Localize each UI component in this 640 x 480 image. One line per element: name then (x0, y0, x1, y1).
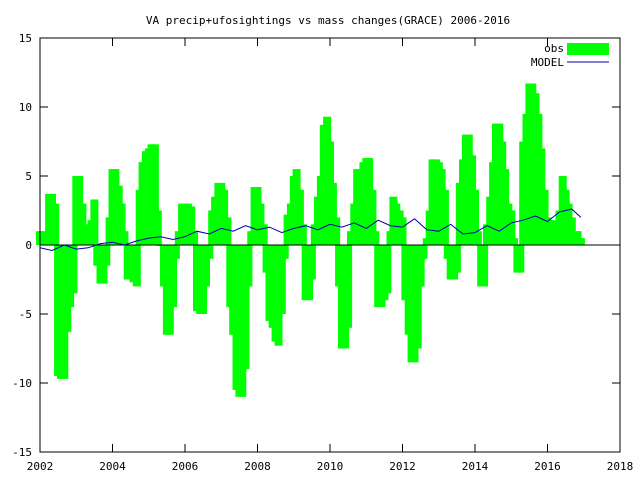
obs-bar (328, 182, 337, 245)
obs-bar (51, 203, 60, 245)
x-tick-label: 2002 (27, 460, 54, 473)
legend-obs-label: obs (544, 42, 564, 55)
obs-bar (132, 245, 141, 287)
obs-bar (413, 245, 422, 349)
obs-bar (259, 224, 268, 245)
obs-bar (90, 199, 99, 245)
x-tick-label: 2014 (462, 460, 489, 473)
model-line (39, 208, 582, 252)
y-tick-label: 5 (25, 170, 32, 183)
obs-bar (344, 245, 353, 328)
obs-bar (295, 189, 304, 245)
obs-bar (241, 245, 250, 370)
x-tick-label: 2006 (172, 460, 199, 473)
y-tick-label: -10 (12, 377, 32, 390)
obs-bar (416, 245, 425, 287)
obs-bar (332, 217, 341, 245)
obs-bar (383, 245, 392, 294)
y-tick-label: 0 (25, 239, 32, 252)
obs-bar (440, 189, 449, 245)
x-tick-label: 2012 (389, 460, 416, 473)
obs-bar (120, 231, 129, 245)
obs-bar (419, 245, 428, 259)
obs-bar (277, 245, 286, 314)
obs-bar (307, 245, 316, 280)
obs-bar (507, 210, 516, 245)
obs-bar (202, 245, 210, 287)
x-tick-label: 2016 (534, 460, 561, 473)
obs-bar (69, 245, 78, 294)
obs-bar (223, 217, 232, 245)
obs-bar (576, 238, 585, 245)
obs-bar (153, 210, 162, 245)
axis-ticks: -15 -10 -5 0 5 10 15 2002 2004 2006 2008 2010 2012 20… (12, 32, 633, 473)
obs-bar (169, 245, 177, 308)
obs-bar (187, 206, 196, 245)
x-tick-label: 2004 (99, 460, 126, 473)
legend-obs-swatch (567, 43, 609, 55)
y-tick-label: -15 (12, 446, 32, 459)
x-tick-label: 2018 (607, 460, 634, 473)
obs-bars (36, 83, 585, 397)
y-tick-label: 15 (19, 32, 32, 45)
obs-bar (244, 245, 253, 287)
obs-bar (480, 245, 489, 287)
obs-bar (102, 245, 111, 266)
obs-bar (298, 224, 307, 245)
obs-bar (473, 231, 482, 245)
obs-bar (368, 189, 377, 245)
obs-bar (510, 238, 519, 245)
obs-bar (516, 245, 525, 273)
x-tick-label: 2008 (244, 460, 271, 473)
obs-bar (117, 203, 126, 245)
obs-bar (190, 231, 199, 245)
obs-bar (452, 245, 461, 273)
chart-title: VA precip+ufosightings vs mass changes(G… (146, 14, 510, 27)
obs-bar (171, 245, 180, 259)
y-tick-label: 10 (19, 101, 32, 114)
obs-bar (398, 217, 407, 245)
y-tick-label: -5 (19, 308, 32, 321)
obs-bar (371, 231, 380, 245)
obs-bar (471, 189, 479, 245)
obs-bar (150, 144, 159, 245)
x-tick-label: 2010 (317, 460, 344, 473)
legend: obs MODEL (531, 42, 609, 69)
obs-bar (280, 245, 289, 259)
model-series (39, 208, 582, 252)
legend-model-label: MODEL (531, 56, 564, 69)
obs-bar (205, 245, 214, 259)
